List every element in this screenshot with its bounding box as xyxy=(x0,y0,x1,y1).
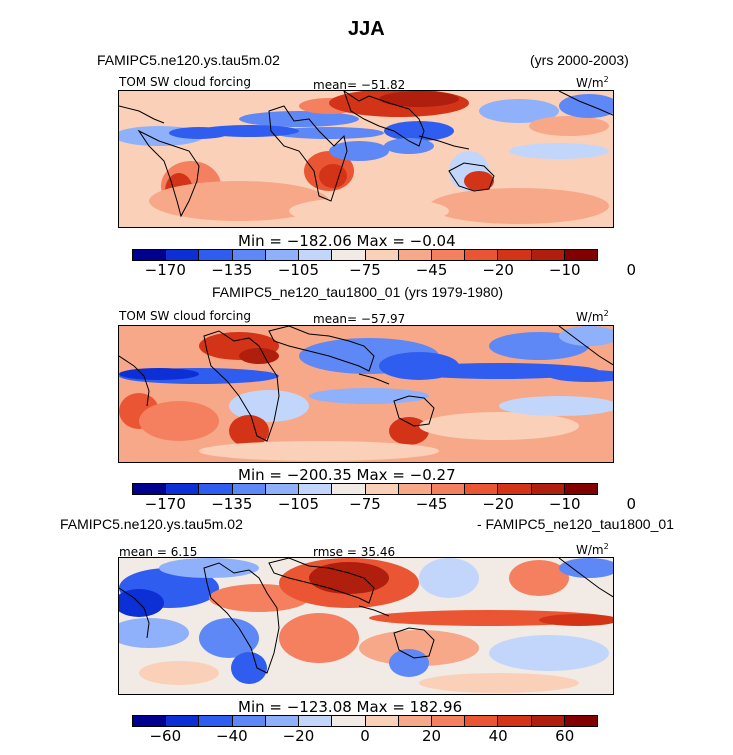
panel3-map xyxy=(118,557,614,695)
colorbar-box xyxy=(265,484,300,494)
colorbar-box xyxy=(431,716,466,726)
panel2-mean-label: mean= −57.97 xyxy=(313,312,406,326)
colorbar-tick-label: −10 xyxy=(548,495,581,513)
colorbar-box xyxy=(498,250,532,260)
diff-caption-left: FAMIPC5.ne120.ys.tau5m.02 xyxy=(60,516,243,532)
colorbar-box xyxy=(232,484,266,494)
diff-caption-right: - FAMIPC5_ne120_tau1800_01 xyxy=(477,516,674,532)
colorbar-box xyxy=(564,250,598,260)
colorbar-box xyxy=(166,716,200,726)
colorbar-tick-label: 20 xyxy=(422,727,442,745)
colorbar-box xyxy=(199,250,233,260)
years-range-right: (yrs 2000-2003) xyxy=(530,52,629,68)
colorbar-tick-label: −20 xyxy=(482,261,514,279)
colorbar-box xyxy=(232,716,266,726)
colorbar-box xyxy=(299,484,333,494)
colorbar-box xyxy=(431,250,466,260)
panel2-units-label: W/m2 xyxy=(576,309,609,324)
colorbar-box xyxy=(232,250,266,260)
panel2-map xyxy=(118,325,614,463)
panel2-minmax-label: Min = −200.35 Max = −0.27 xyxy=(238,466,456,484)
colorbar-tick-label: −40 xyxy=(216,727,248,745)
colorbar-tick-label: −60 xyxy=(149,727,182,745)
colorbar-tick-label: −45 xyxy=(415,495,448,513)
colorbar-box xyxy=(531,250,565,260)
case-name-left: FAMIPC5.ne120.ys.tau5m.02 xyxy=(97,52,280,68)
panel1-units-label: W/m2 xyxy=(576,75,609,90)
colorbar-box xyxy=(133,484,167,494)
colorbar-box xyxy=(531,484,565,494)
panel2-colorbar xyxy=(132,483,598,495)
panel1-variable-label: TOM SW cloud forcing xyxy=(119,75,251,89)
colorbar-box xyxy=(531,716,565,726)
panel3-mean-label: mean = 6.15 xyxy=(119,545,198,559)
colorbar-box xyxy=(332,716,366,726)
colorbar-tick-label: −170 xyxy=(144,261,186,279)
colorbar-tick-label: −170 xyxy=(144,495,186,513)
panel1-caption: FAMIPC5_ne120_tau1800_01 (yrs 1979-1980) xyxy=(212,284,504,300)
colorbar-tick-label: 40 xyxy=(488,727,508,745)
colorbar-tick-label: 0 xyxy=(626,495,637,513)
colorbar-box xyxy=(265,250,300,260)
panel3-units-label: W/m2 xyxy=(576,542,609,557)
panel1-minmax-label: Min = −182.06 Max = −0.04 xyxy=(238,232,456,250)
panel2-variable-label: TOM SW cloud forcing xyxy=(119,309,251,323)
colorbar-box xyxy=(299,250,333,260)
colorbar-box xyxy=(498,484,532,494)
colorbar-box xyxy=(398,250,432,260)
colorbar-box xyxy=(564,716,598,726)
colorbar-tick-label: −105 xyxy=(277,495,320,513)
colorbar-tick-label: −75 xyxy=(349,261,381,279)
colorbar-tick-label: 60 xyxy=(555,727,575,745)
colorbar-box xyxy=(133,716,167,726)
colorbar-box xyxy=(498,716,532,726)
colorbar-tick-label: −20 xyxy=(482,495,514,513)
colorbar-box xyxy=(465,716,499,726)
panel3-rmse-label: rmse = 35.46 xyxy=(313,545,396,559)
colorbar-tick-label: 0 xyxy=(626,261,637,279)
colorbar-box xyxy=(398,484,432,494)
panel3-coastlines xyxy=(119,558,613,674)
colorbar-box xyxy=(365,716,399,726)
colorbar-box xyxy=(166,250,200,260)
colorbar-box xyxy=(398,716,432,726)
panel3-colorbar xyxy=(132,715,598,727)
colorbar-tick-label: −10 xyxy=(548,261,581,279)
colorbar-box xyxy=(265,716,300,726)
colorbar-box xyxy=(199,484,233,494)
colorbar-tick-label: −135 xyxy=(211,495,253,513)
colorbar-tick-label: −45 xyxy=(415,261,448,279)
panel1-colorbar xyxy=(132,249,598,261)
colorbar-tick-label: −135 xyxy=(211,261,253,279)
panel1-coastlines xyxy=(119,91,613,218)
colorbar-box xyxy=(365,484,399,494)
page-title: JJA xyxy=(348,18,385,40)
colorbar-box xyxy=(564,484,598,494)
colorbar-tick-label: −20 xyxy=(282,727,315,745)
colorbar-box xyxy=(365,250,399,260)
colorbar-box xyxy=(332,250,366,260)
panel3-minmax-label: Min = −123.08 Max = 182.96 xyxy=(238,698,463,716)
panel1-map xyxy=(118,90,614,228)
colorbar-box xyxy=(166,484,200,494)
colorbar-box xyxy=(465,250,499,260)
colorbar-box xyxy=(199,716,233,726)
colorbar-box xyxy=(332,484,366,494)
colorbar-box xyxy=(431,484,466,494)
panel2-field xyxy=(119,326,613,461)
colorbar-tick-label: −105 xyxy=(277,261,320,279)
panel3-field xyxy=(119,558,613,693)
panel1-mean-label: mean= −51.82 xyxy=(313,78,406,92)
colorbar-box xyxy=(465,484,499,494)
colorbar-tick-label: −75 xyxy=(349,495,381,513)
colorbar-box xyxy=(299,716,333,726)
panel2-coastlines xyxy=(119,326,613,442)
colorbar-box xyxy=(133,250,167,260)
colorbar-tick-label: 0 xyxy=(360,727,370,745)
